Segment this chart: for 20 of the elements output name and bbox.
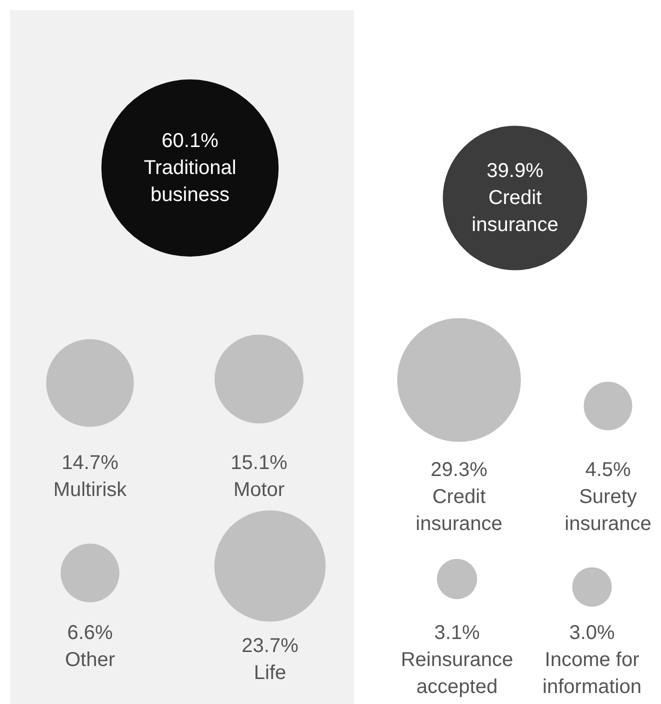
data-label: 4.5% — [585, 459, 632, 481]
category-label: Life — [254, 662, 286, 684]
category-label: Multirisk — [53, 479, 128, 501]
data-label: 23.7% — [242, 635, 299, 657]
data-label: 3.1% — [434, 622, 480, 644]
data-label: 39.9% — [486, 160, 544, 182]
data-label: 3.0% — [569, 622, 616, 644]
category-label: Credit insurance — [416, 486, 502, 535]
category-label: Traditional business — [144, 157, 236, 206]
category-label: Income for information — [542, 649, 642, 698]
category-label: Surety insurance — [564, 486, 652, 535]
data-label: 29.3% — [430, 459, 488, 481]
data-label: 15.1% — [230, 452, 288, 474]
category-label: Credit insurance — [472, 187, 558, 236]
category-label: Reinsurance accepted — [400, 649, 514, 698]
data-label: 6.6% — [67, 622, 114, 644]
data-label: 60.1% — [162, 130, 219, 152]
category-label: Other — [64, 649, 116, 671]
category-label: Motor — [233, 479, 285, 501]
data-label: 14.7% — [62, 452, 119, 474]
